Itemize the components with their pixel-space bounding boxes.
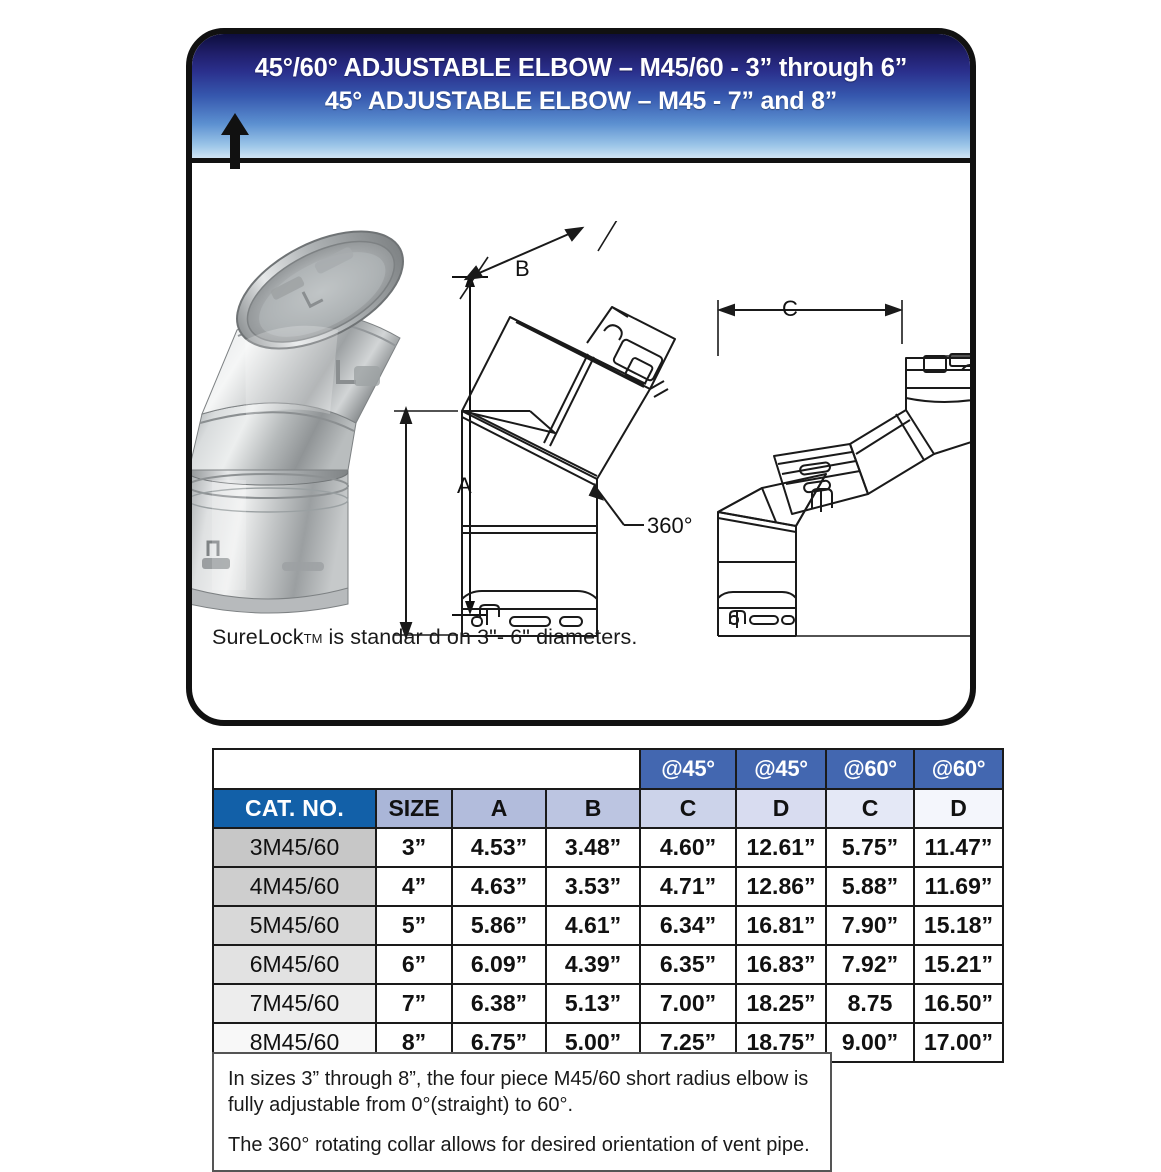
cell-c45: 4.71” [639,866,737,907]
group-header-d60: @60° [913,748,1004,790]
cell-c60: 5.75” [825,827,915,868]
column-header-c45: C [639,788,737,829]
trademark-mark: TM [303,630,323,646]
specification-table-zone: @45° @45° @60° @60° CAT. NO. SIZE A B C … [212,748,1004,1063]
specification-table: @45° @45° @60° @60° CAT. NO. SIZE A B C … [212,748,1004,1063]
cell-d45: 12.86” [735,866,827,907]
cell-size: 4” [375,866,453,907]
cell-d60: 11.47” [913,827,1004,868]
cell-catno: 3M45/60 [212,827,377,868]
cell-d45: 16.83” [735,944,827,985]
table-row: 4M45/60 4” 4.63” 3.53” 4.71” 12.86” 5.88… [212,866,1004,907]
group-header-c45: @45° [639,748,737,790]
cell-catno: 5M45/60 [212,905,377,946]
cell-c60: 8.75 [825,983,915,1024]
column-header-c60: C [825,788,915,829]
dim-b-45 [459,221,618,300]
table-row: 5M45/60 5” 5.86” 4.61” 6.34” 16.81” 7.90… [212,905,1004,946]
cell-c45: 7.00” [639,983,737,1024]
table-group-header-row: @45° @45° @60° @60° [212,748,1004,790]
dim-label-a-45: A [457,473,472,498]
table-row: 6M45/60 6” 6.09” 4.39” 6.35” 16.83” 7.92… [212,944,1004,985]
cell-c45: 4.60” [639,827,737,868]
table-row: 7M45/60 7” 6.38” 5.13” 7.00” 18.25” 8.75… [212,983,1004,1024]
column-header-size: SIZE [375,788,453,829]
cell-b: 4.61” [545,905,641,946]
product-panel: 45°/60° ADJUSTABLE ELBOW – M45/60 - 3” t… [186,28,976,726]
photo-dimension-a [452,273,488,616]
table-column-header-row: CAT. NO. SIZE A B C D C D [212,788,1004,829]
cell-c60: 7.92” [825,944,915,985]
banner-divider [192,158,970,163]
cell-b: 3.48” [545,827,641,868]
surelock-caption-name: SureLock [212,625,304,649]
column-header-a: A [451,788,547,829]
footnotes-box: In sizes 3” through 8”, the four piece M… [212,1052,832,1172]
cell-a: 4.63” [451,866,547,907]
cell-size: 7” [375,983,453,1024]
cell-a: 4.53” [451,827,547,868]
cell-d45: 12.61” [735,827,827,868]
dim-c-60 [717,300,903,356]
banner-title-line-1: 45°/60° ADJUSTABLE ELBOW – M45/60 - 3” t… [254,54,908,82]
cell-a: 6.09” [451,944,547,985]
cell-d60: 15.18” [913,905,1004,946]
cell-c60: 7.90” [825,905,915,946]
cell-b: 5.13” [545,983,641,1024]
dim-d-60 [796,355,970,637]
cell-c45: 6.34” [639,905,737,946]
dim-360-leader [588,482,644,526]
surelock-pointer-arrow [221,113,249,169]
table-row: 3M45/60 3” 4.53” 3.48” 4.60” 12.61” 5.75… [212,827,1004,868]
cell-catno: 7M45/60 [212,983,377,1024]
cell-catno: 6M45/60 [212,944,377,985]
cell-size: 3” [375,827,453,868]
group-header-d45: @45° [735,748,827,790]
footnote-adjustability: In sizes 3” through 8”, the four piece M… [228,1068,809,1117]
cell-d45: 18.25” [735,983,827,1024]
group-header-c60: @60° [825,748,915,790]
dim-label-c-60: C [782,296,798,321]
footnote-rotating-collar: The 360° rotating collar allows for desi… [228,1133,810,1156]
dim-label-b-45: B [515,256,530,281]
cell-c60: 5.88” [825,866,915,907]
cell-size: 6” [375,944,453,985]
column-header-d45: D [735,788,827,829]
cell-a: 5.86” [451,905,547,946]
cell-c60: 9.00” [825,1022,915,1063]
cell-b: 3.53” [545,866,641,907]
column-header-d60: D [913,788,1004,829]
cell-c45: 6.35” [639,944,737,985]
cell-d45: 16.81” [735,905,827,946]
cell-d60: 16.50” [913,983,1004,1024]
cell-a: 6.38” [451,983,547,1024]
cell-d60: 17.00” [913,1022,1004,1063]
cell-size: 5” [375,905,453,946]
product-photo-svg [192,230,404,614]
product-photo [192,218,442,618]
cell-b: 4.39” [545,944,641,985]
cell-catno: 4M45/60 [212,866,377,907]
banner-title-line-2: 45° ADJUSTABLE ELBOW – M45 - 7” and 8” [324,86,838,115]
cell-d60: 15.21” [913,944,1004,985]
panel-body: SureLockTM is standar d on 3"- 6" diamet… [192,113,970,720]
title-banner: 45°/60° ADJUSTABLE ELBOW – M45/60 - 3” t… [192,34,970,158]
column-header-b: B [545,788,641,829]
dim-label-360: 360° [647,513,693,538]
elbow-45-drawing [394,221,676,640]
group-header-spacer [212,748,641,790]
elbow-60-drawing [717,300,970,637]
column-header-catno: CAT. NO. [212,788,377,829]
dim-a-45 [394,406,458,640]
cell-d60: 11.69” [913,866,1004,907]
